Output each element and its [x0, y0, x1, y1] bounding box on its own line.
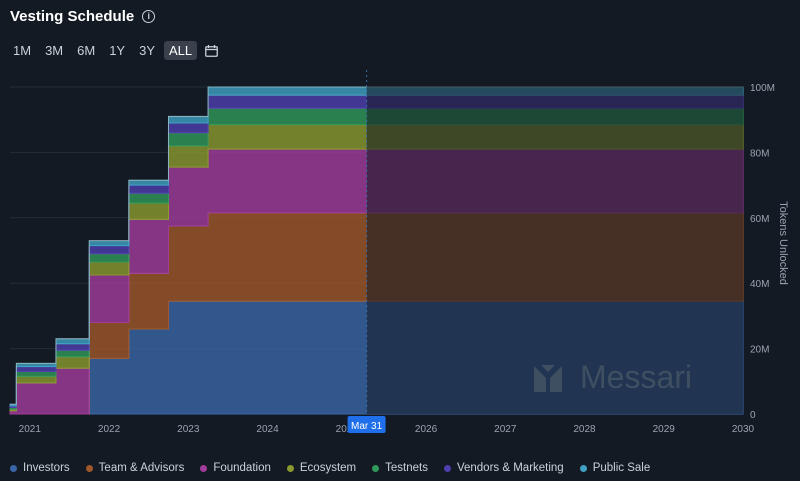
- messari-logo-icon: [534, 365, 562, 392]
- range-1y-button[interactable]: 1Y: [109, 43, 126, 58]
- header: Vesting Schedule i: [10, 8, 156, 25]
- future-overlay: [366, 85, 743, 414]
- legend-label: Foundation: [213, 462, 271, 474]
- x-tick-label: 2030: [732, 424, 755, 435]
- y-tick-label: 0: [750, 410, 756, 421]
- range-3y-button[interactable]: 3Y: [139, 43, 155, 58]
- x-axis: 2021 2022 2023 2024 2025 2026 2027 2028 2029 2030: [19, 424, 755, 435]
- range-all-button[interactable]: ALL: [164, 41, 198, 60]
- marker-badge: [347, 416, 386, 433]
- y-tick-label: 100M: [750, 83, 775, 94]
- legend-label: Team & Advisors: [98, 462, 185, 474]
- range-3m-button[interactable]: 3M: [45, 43, 64, 58]
- legend-dot-icon: [443, 464, 451, 472]
- legend-dot-icon: [372, 464, 380, 472]
- legend-item[interactable]: Foundation: [200, 462, 271, 474]
- calendar-icon[interactable]: [205, 44, 219, 57]
- y-tick-label: 20M: [750, 345, 769, 356]
- x-tick-label: 2021: [19, 424, 42, 435]
- x-tick-label: 2025: [336, 424, 359, 435]
- y-axis-label: Tokens Unlocked: [777, 201, 789, 285]
- x-tick-label: 2023: [177, 424, 200, 435]
- legend-dot-icon: [200, 464, 208, 472]
- y-axis: 0 20M 40M 60M 80M 100M: [750, 83, 775, 421]
- legend-dot-icon: [286, 464, 294, 472]
- range-6m-button[interactable]: 6M: [77, 43, 96, 58]
- legend-label: Ecosystem: [299, 462, 357, 474]
- y-tick-label: 60M: [750, 214, 769, 225]
- x-tick-label: 2027: [494, 424, 517, 435]
- future-shade-rect: [366, 85, 743, 414]
- x-tick-label: 2028: [573, 424, 596, 435]
- range-selector: 1M 3M 6M 1Y 3Y ALL: [8, 41, 219, 60]
- legend-dot-icon: [579, 464, 587, 472]
- legend: Investors Team & Advisors Foundation Ecosys…: [10, 462, 650, 474]
- legend-label: Vendors & Marketing: [456, 462, 564, 474]
- legend-item[interactable]: Public Sale: [579, 462, 651, 474]
- range-1m-button[interactable]: 1M: [13, 43, 32, 58]
- x-tick-label: 2026: [415, 424, 438, 435]
- info-icon[interactable]: i: [142, 10, 156, 23]
- legend-item[interactable]: Vendors & Marketing: [443, 462, 564, 474]
- y-tick-label: 80M: [750, 148, 769, 159]
- watermark-text: Messari: [580, 359, 692, 395]
- y-tick-label: 40M: [750, 279, 769, 290]
- legend-dot-icon: [10, 464, 17, 472]
- x-tick-label: 2024: [256, 424, 279, 435]
- legend-item[interactable]: Testnets: [372, 462, 428, 474]
- legend-item[interactable]: Investors: [10, 462, 70, 474]
- legend-dot-icon: [85, 464, 93, 472]
- series-outline: [10, 86, 743, 405]
- messari-watermark: Messari: [534, 359, 692, 395]
- legend-label: Testnets: [385, 462, 428, 474]
- x-tick-label: 2022: [98, 424, 121, 435]
- page-title: Vesting Schedule: [10, 8, 135, 25]
- legend-label: Investors: [23, 462, 70, 474]
- x-tick-label: 2029: [653, 424, 676, 435]
- current-date-marker: Mar 31: [347, 70, 386, 433]
- legend-label: Public Sale: [592, 462, 651, 474]
- legend-item[interactable]: Team & Advisors: [85, 462, 185, 474]
- marker-label: Mar 31: [351, 421, 383, 432]
- legend-item[interactable]: Ecosystem: [286, 462, 357, 474]
